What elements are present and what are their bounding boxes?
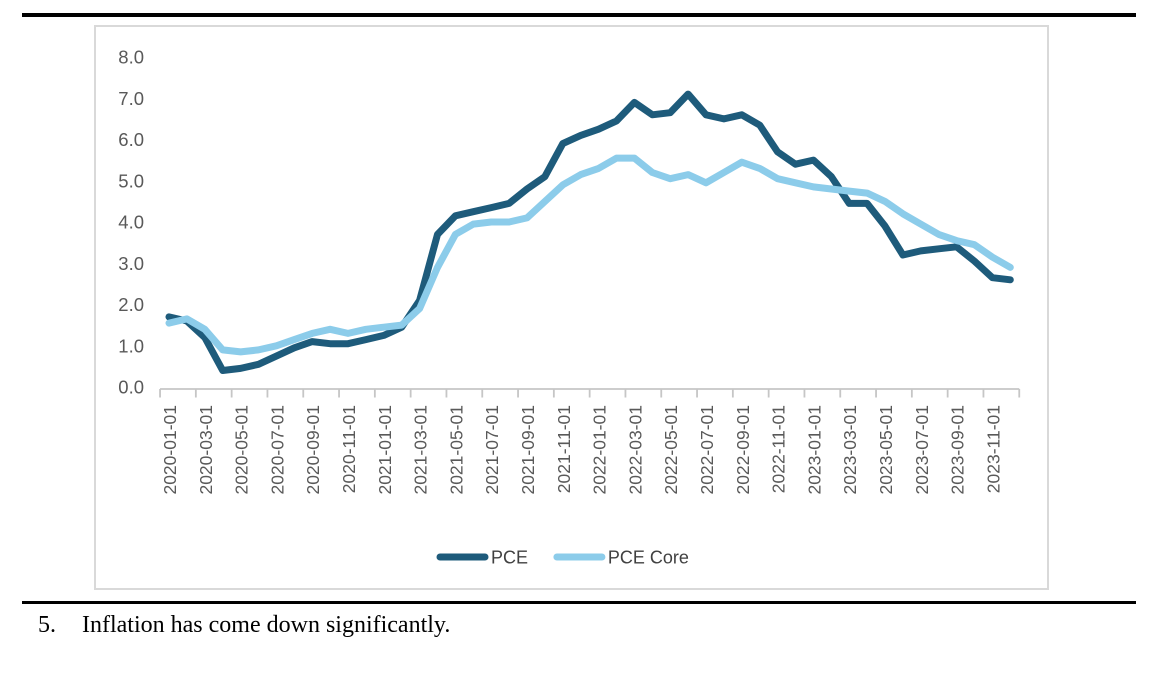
svg-text:2022-11-01: 2022-11-01 [769, 405, 789, 493]
svg-text:2021-09-01: 2021-09-01 [518, 405, 538, 495]
svg-text:2022-09-01: 2022-09-01 [733, 405, 753, 495]
legend-label-pce-core: PCE Core [608, 548, 689, 568]
svg-text:8.0: 8.0 [118, 47, 144, 68]
legend-label-pce: PCE [491, 548, 528, 568]
svg-text:2023-11-01: 2023-11-01 [983, 405, 1003, 493]
x-axis [159, 388, 1021, 398]
svg-text:2020-11-01: 2020-11-01 [339, 405, 359, 493]
svg-text:2021-05-01: 2021-05-01 [446, 405, 466, 495]
caption-number: 5. [38, 612, 56, 638]
svg-text:2021-07-01: 2021-07-01 [482, 405, 502, 495]
y-axis-labels: 0.0 1.0 2.0 3.0 4.0 5.0 6.0 7.0 8.0 [118, 47, 144, 398]
caption: 5. Inflation has come down significantly… [38, 612, 450, 639]
svg-text:2020-07-01: 2020-07-01 [267, 405, 287, 495]
svg-text:2022-07-01: 2022-07-01 [697, 405, 717, 495]
top-rule [22, 13, 1136, 17]
svg-text:0.0: 0.0 [118, 377, 144, 398]
svg-text:2022-03-01: 2022-03-01 [625, 405, 645, 495]
series-pce-core-line [165, 154, 1014, 356]
svg-text:2021-03-01: 2021-03-01 [411, 405, 431, 495]
svg-text:7.0: 7.0 [118, 88, 144, 109]
chart-card: 0.0 1.0 2.0 3.0 4.0 5.0 6.0 7.0 8.0 2020-01-01 202… [94, 25, 1049, 590]
svg-text:2023-05-01: 2023-05-01 [876, 405, 896, 495]
svg-text:2020-01-01: 2020-01-01 [160, 405, 180, 495]
svg-text:2020-03-01: 2020-03-01 [196, 405, 216, 495]
svg-text:2020-05-01: 2020-05-01 [232, 405, 252, 495]
svg-text:2023-07-01: 2023-07-01 [912, 405, 932, 495]
svg-text:5.0: 5.0 [118, 170, 144, 191]
caption-rule [22, 601, 1136, 604]
svg-text:2023-01-01: 2023-01-01 [804, 405, 824, 495]
svg-text:2023-09-01: 2023-09-01 [948, 405, 968, 495]
svg-text:2021-01-01: 2021-01-01 [375, 405, 395, 495]
chart-legend: PCE PCE Core [436, 548, 689, 568]
svg-text:2022-05-01: 2022-05-01 [661, 405, 681, 495]
svg-text:6.0: 6.0 [118, 129, 144, 150]
svg-text:2.0: 2.0 [118, 294, 144, 315]
svg-text:2023-03-01: 2023-03-01 [840, 405, 860, 495]
caption-text: Inflation has come down significantly. [82, 612, 451, 638]
svg-text:1.0: 1.0 [118, 335, 144, 356]
svg-text:2020-09-01: 2020-09-01 [303, 405, 323, 495]
x-axis-labels: 2020-01-01 2020-03-01 2020-05-01 2020-07-01… [160, 405, 1003, 495]
svg-text:3.0: 3.0 [118, 253, 144, 274]
svg-text:4.0: 4.0 [118, 212, 144, 233]
svg-text:2021-11-01: 2021-11-01 [554, 405, 574, 493]
series-pce-line [165, 90, 1014, 374]
svg-text:2022-01-01: 2022-01-01 [590, 405, 610, 495]
